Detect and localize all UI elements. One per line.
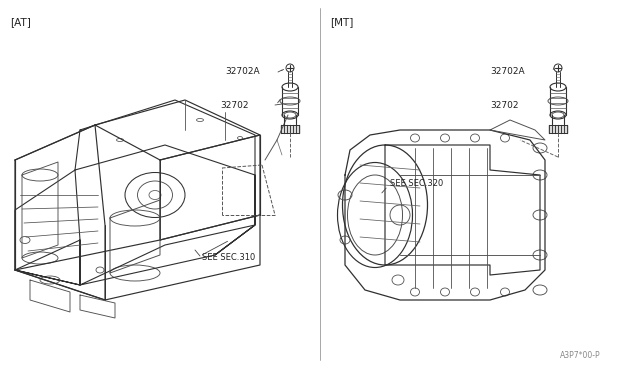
Text: SEE SEC.320: SEE SEC.320 (390, 179, 444, 187)
Text: 32702A: 32702A (490, 67, 525, 77)
Text: [AT]: [AT] (10, 17, 31, 27)
Text: A3P7*00-P: A3P7*00-P (560, 352, 600, 360)
Text: 32702: 32702 (220, 100, 248, 109)
Text: 32702A: 32702A (225, 67, 260, 77)
Text: 32702: 32702 (490, 100, 518, 109)
Text: [MT]: [MT] (330, 17, 353, 27)
Text: SEE SEC.310: SEE SEC.310 (202, 253, 255, 263)
